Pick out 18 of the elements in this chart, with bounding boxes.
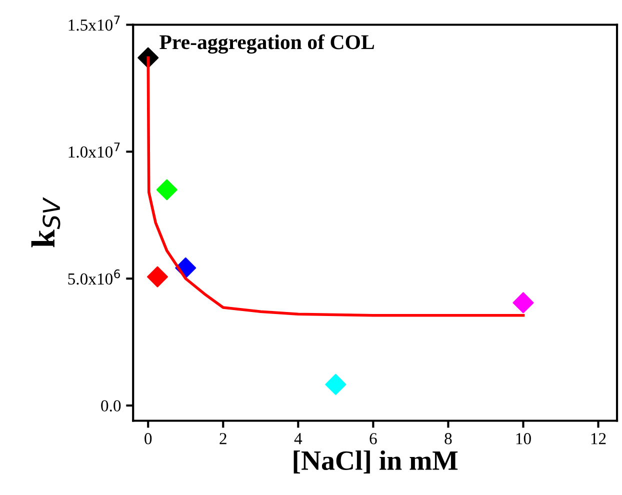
y-tick-label: 1.0x10$^{7}$ [68,142,120,158]
x-tick-label: 2 [220,433,226,444]
y-tick-label: 0.0 [101,400,121,412]
x-tick-label: 8 [444,433,452,444]
point [156,179,178,200]
y-tick-label: 5.0x10$^{6}$ [68,269,120,285]
y-axis-title: k$_{SV}$ [31,197,60,248]
annotation: Pre-aggregation of COL [160,34,374,54]
x-tick-label: 4 [294,433,302,444]
x-tick-label: 12 [591,433,606,444]
point [146,266,168,288]
y-tick-label: 1.5x10$^{7}$ [68,16,120,31]
point [512,292,534,314]
x-tick-label: 0 [144,433,152,444]
point [325,374,346,395]
x-tick-label: 10 [516,433,531,444]
x-tick-label: 6 [370,433,377,444]
x-axis-title: [NaCl] in mM [294,450,458,474]
